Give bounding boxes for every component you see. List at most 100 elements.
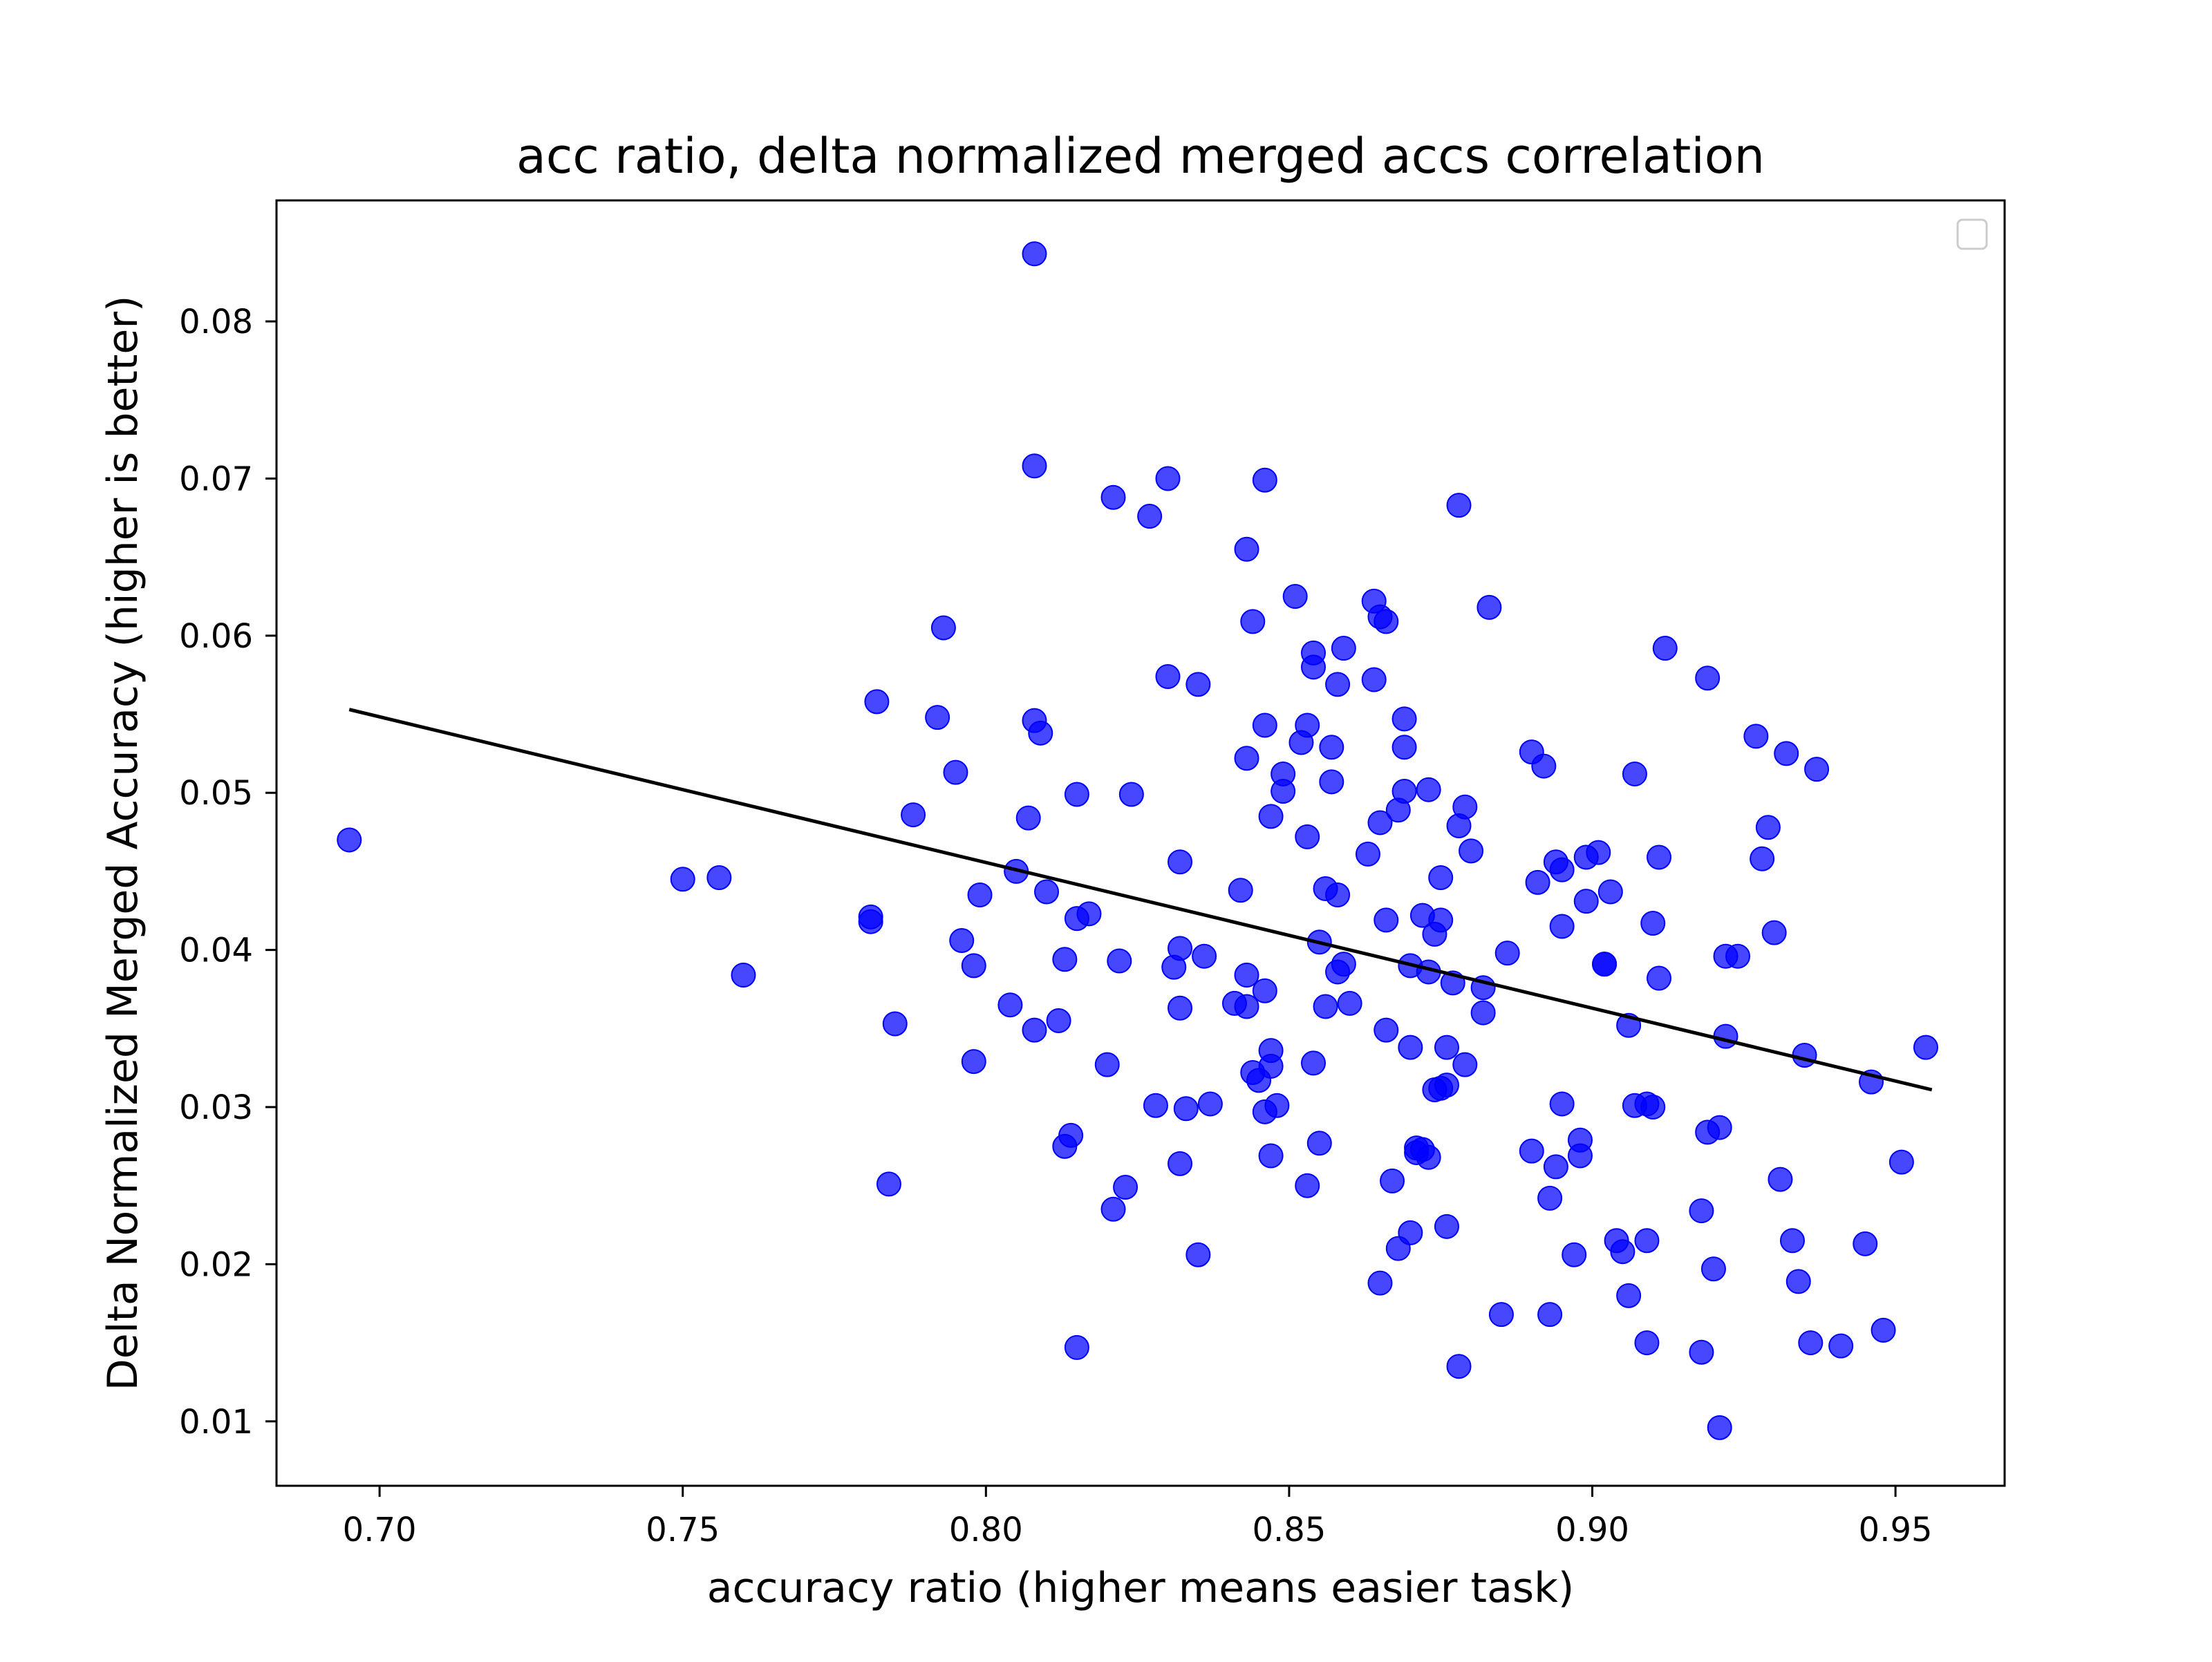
data-point <box>1295 712 1320 738</box>
data-point <box>1398 1220 1423 1245</box>
y-tick-label: 0.07 <box>179 460 253 498</box>
data-point <box>1325 672 1351 697</box>
data-point <box>1743 724 1769 749</box>
data-point <box>1853 1231 1878 1256</box>
data-point <box>1622 761 1647 786</box>
data-point <box>1774 741 1799 766</box>
data-point <box>1647 844 1671 870</box>
data-point <box>1707 1415 1732 1440</box>
x-tick-label: 0.80 <box>949 1511 1023 1549</box>
data-point <box>1634 1228 1660 1254</box>
data-point <box>1494 941 1520 966</box>
data-point <box>1168 995 1193 1021</box>
data-point <box>1391 735 1417 760</box>
data-point <box>1034 879 1060 905</box>
data-point <box>1416 777 1441 802</box>
data-point <box>1761 920 1787 945</box>
data-point <box>1634 1330 1660 1356</box>
data-point <box>1434 1035 1459 1060</box>
data-point <box>882 1011 908 1037</box>
data-point <box>1597 879 1623 905</box>
data-point <box>1374 907 1399 933</box>
data-point <box>1197 1091 1223 1117</box>
data-point <box>1459 838 1484 864</box>
data-point <box>1913 1035 1938 1060</box>
data-point <box>1022 453 1047 479</box>
data-point <box>1562 1242 1587 1267</box>
data-point <box>1306 1131 1332 1156</box>
data-point <box>1828 1333 1854 1359</box>
data-point <box>876 1171 901 1197</box>
data-point <box>925 705 950 730</box>
data-point <box>1319 735 1344 760</box>
data-point <box>1549 914 1575 939</box>
data-point <box>1888 1149 1914 1175</box>
data-point <box>1331 636 1356 661</box>
data-point <box>943 759 968 785</box>
data-point <box>1750 846 1775 871</box>
data-point <box>1452 794 1478 820</box>
data-point <box>1610 1239 1635 1265</box>
data-point <box>1695 665 1721 691</box>
data-point <box>731 963 756 988</box>
data-point <box>1477 594 1502 620</box>
data-point <box>1100 484 1126 510</box>
data-point <box>1301 1050 1326 1076</box>
data-point <box>1173 1096 1199 1122</box>
data-point <box>1137 504 1163 529</box>
y-tick-label: 0.04 <box>179 932 253 970</box>
data-point <box>1252 978 1277 1003</box>
y-axis-label: Delta Normalized Merged Accuracy (higher… <box>99 296 147 1391</box>
data-point <box>1779 1228 1805 1254</box>
data-point <box>949 927 975 953</box>
data-point <box>1519 1138 1544 1164</box>
y-tick-label: 0.06 <box>179 617 253 656</box>
data-point <box>1282 584 1308 610</box>
data-point <box>967 882 993 908</box>
data-point <box>1064 1334 1089 1360</box>
data-point <box>1446 493 1472 518</box>
data-point <box>1234 994 1259 1019</box>
data-point <box>1118 782 1144 807</box>
data-point <box>1052 947 1078 972</box>
data-point <box>1271 778 1296 804</box>
data-point <box>1573 889 1599 914</box>
data-point <box>1076 901 1102 927</box>
data-point <box>1713 1023 1738 1049</box>
data-point <box>706 865 732 891</box>
data-point <box>1652 636 1678 661</box>
data-point <box>1640 1095 1666 1120</box>
data-point <box>1367 810 1393 835</box>
data-point <box>1325 882 1351 908</box>
data-point <box>670 867 695 892</box>
data-point <box>1647 965 1671 991</box>
data-point <box>1264 1093 1290 1118</box>
data-point <box>1331 952 1356 977</box>
data-point <box>1240 609 1266 634</box>
data-point <box>1640 910 1666 936</box>
data-point <box>1168 849 1193 875</box>
data-point <box>1567 1143 1593 1169</box>
data-point <box>1755 815 1781 840</box>
data-point <box>1046 1008 1071 1033</box>
data-point <box>1313 994 1338 1019</box>
data-point <box>997 992 1023 1018</box>
data-point <box>1488 1302 1514 1328</box>
data-point <box>1168 936 1193 961</box>
data-point <box>858 904 883 929</box>
data-point <box>1416 1144 1441 1170</box>
data-point <box>1107 948 1132 974</box>
data-point <box>1549 1091 1575 1117</box>
data-point <box>1252 467 1277 493</box>
data-point <box>1367 1270 1393 1296</box>
y-tick-label: 0.01 <box>179 1403 253 1442</box>
x-tick-label: 0.85 <box>1252 1511 1326 1549</box>
data-point <box>864 689 890 715</box>
data-point <box>1380 1168 1405 1193</box>
data-point <box>1586 840 1611 865</box>
data-point <box>1155 466 1181 491</box>
data-point <box>1792 1042 1817 1068</box>
data-point <box>1374 609 1399 634</box>
data-point <box>1185 1242 1211 1267</box>
